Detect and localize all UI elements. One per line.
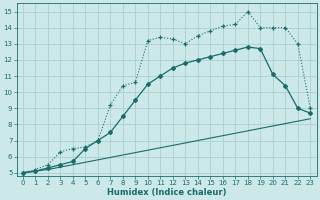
X-axis label: Humidex (Indice chaleur): Humidex (Indice chaleur) — [107, 188, 226, 197]
